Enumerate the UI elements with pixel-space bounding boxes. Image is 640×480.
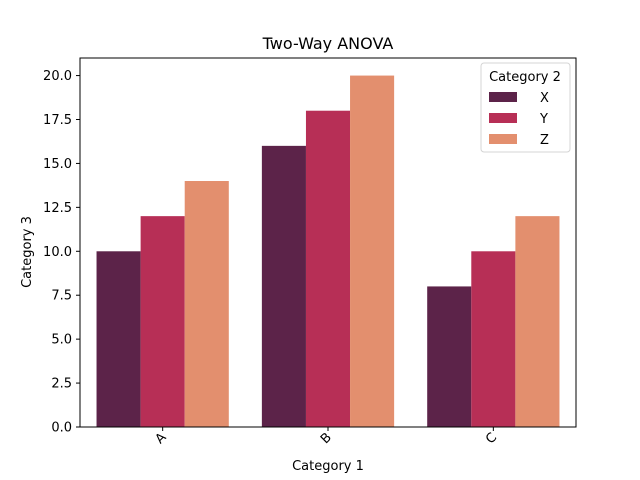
legend-swatch-Y — [489, 113, 517, 123]
legend-title: Category 2 — [489, 70, 561, 85]
bar-A-Y — [140, 216, 185, 427]
y-tick-label: 15.0 — [43, 157, 72, 172]
y-tick-label: 12.5 — [43, 201, 72, 216]
legend-label-Y: Y — [539, 112, 548, 127]
y-tick-label: 10.0 — [43, 245, 72, 260]
x-tick-label: B — [318, 430, 335, 447]
y-tick-label: 2.5 — [51, 377, 72, 392]
bar-B-X — [261, 145, 306, 427]
bar-A-X — [96, 251, 141, 427]
bar-B-Z — [350, 75, 395, 428]
legend-swatch-X — [489, 92, 517, 102]
bar-C-Z — [515, 216, 560, 427]
x-axis: A B C — [153, 427, 500, 447]
x-tick-label: C — [483, 430, 500, 447]
bar-C-Y — [471, 251, 516, 427]
legend-swatch-Z — [489, 134, 517, 144]
legend-label-Z: Z — [540, 133, 549, 148]
y-tick-label: 7.5 — [51, 289, 72, 304]
y-tick-label: 0.0 — [51, 421, 72, 436]
legend: Category 2 XYZ — [480, 62, 571, 153]
y-axis-label: Category 3 — [20, 216, 35, 288]
bar-C-X — [427, 286, 472, 427]
y-tick-label: 5.0 — [51, 333, 72, 348]
y-axis: 0.0 2.5 5.0 7.5 10.0 12.5 15.0 17.5 20.0 — [43, 69, 80, 436]
bar-B-Y — [305, 110, 351, 427]
plot-area — [79, 57, 577, 428]
bar-A-Z — [184, 181, 229, 427]
x-tick-label: A — [153, 430, 170, 447]
chart-title: Two-Way ANOVA — [262, 34, 394, 53]
x-axis-label: Category 1 — [292, 459, 364, 474]
y-tick-label: 20.0 — [43, 69, 72, 84]
legend-frame — [480, 62, 571, 153]
y-tick-label: 17.5 — [43, 113, 72, 128]
legend-label-X: X — [540, 91, 549, 106]
